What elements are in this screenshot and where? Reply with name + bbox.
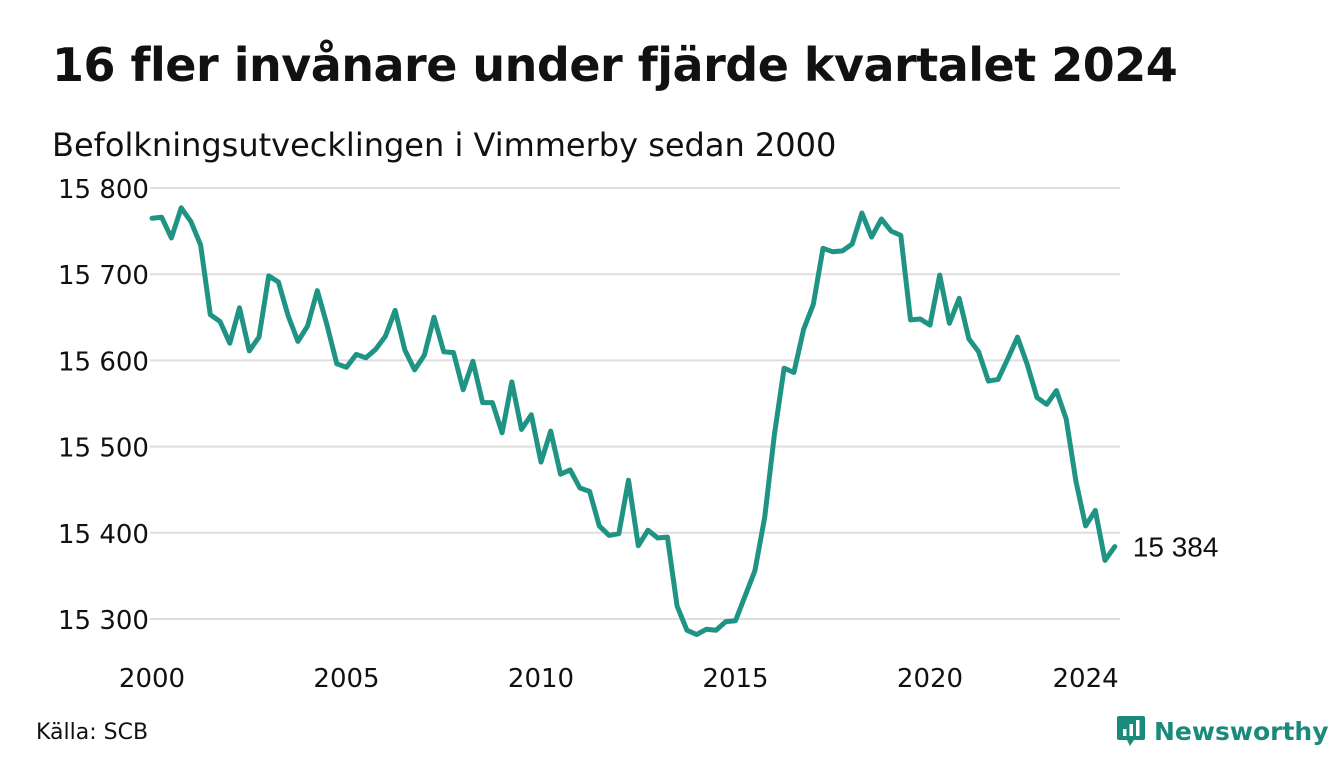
grid-lines	[150, 187, 1120, 620]
y-tick-label: 15 400	[58, 520, 149, 550]
y-tick-label: 15 500	[58, 434, 149, 464]
x-tick-label: 2000	[119, 664, 185, 694]
x-axis: 2000 2005 2010 2015 2020 2024	[119, 664, 1119, 694]
y-tick-label: 15 800	[58, 175, 149, 205]
x-tick-label: 2005	[313, 664, 379, 694]
chart-subtitle: Befolkningsutvecklingen i Vimmerby sedan…	[52, 126, 837, 164]
end-value-label: 15 384	[1133, 532, 1219, 563]
y-tick-label: 15 700	[58, 261, 149, 291]
y-tick-label: 15 600	[58, 347, 149, 377]
brand-logo: Newsworthy	[1116, 712, 1329, 750]
source-note: Källa: SCB	[36, 720, 149, 745]
x-tick-label: 2010	[508, 664, 574, 694]
chart-title: 16 fler invånare under fjärde kvartalet …	[52, 38, 1178, 92]
x-tick-label: 2024	[1053, 664, 1119, 694]
newsworthy-logo-icon	[1117, 716, 1145, 746]
series-group	[149, 205, 1118, 637]
x-tick-label: 2020	[897, 664, 963, 694]
series-line	[149, 205, 1118, 637]
end-label-group: 15 384	[1133, 532, 1219, 563]
x-tick-label: 2015	[702, 664, 768, 694]
brand-name: Newsworthy	[1154, 716, 1329, 746]
y-axis: 15 800 15 700 15 600 15 500 15 400 15 300	[58, 175, 149, 636]
y-tick-label: 15 300	[58, 606, 149, 636]
